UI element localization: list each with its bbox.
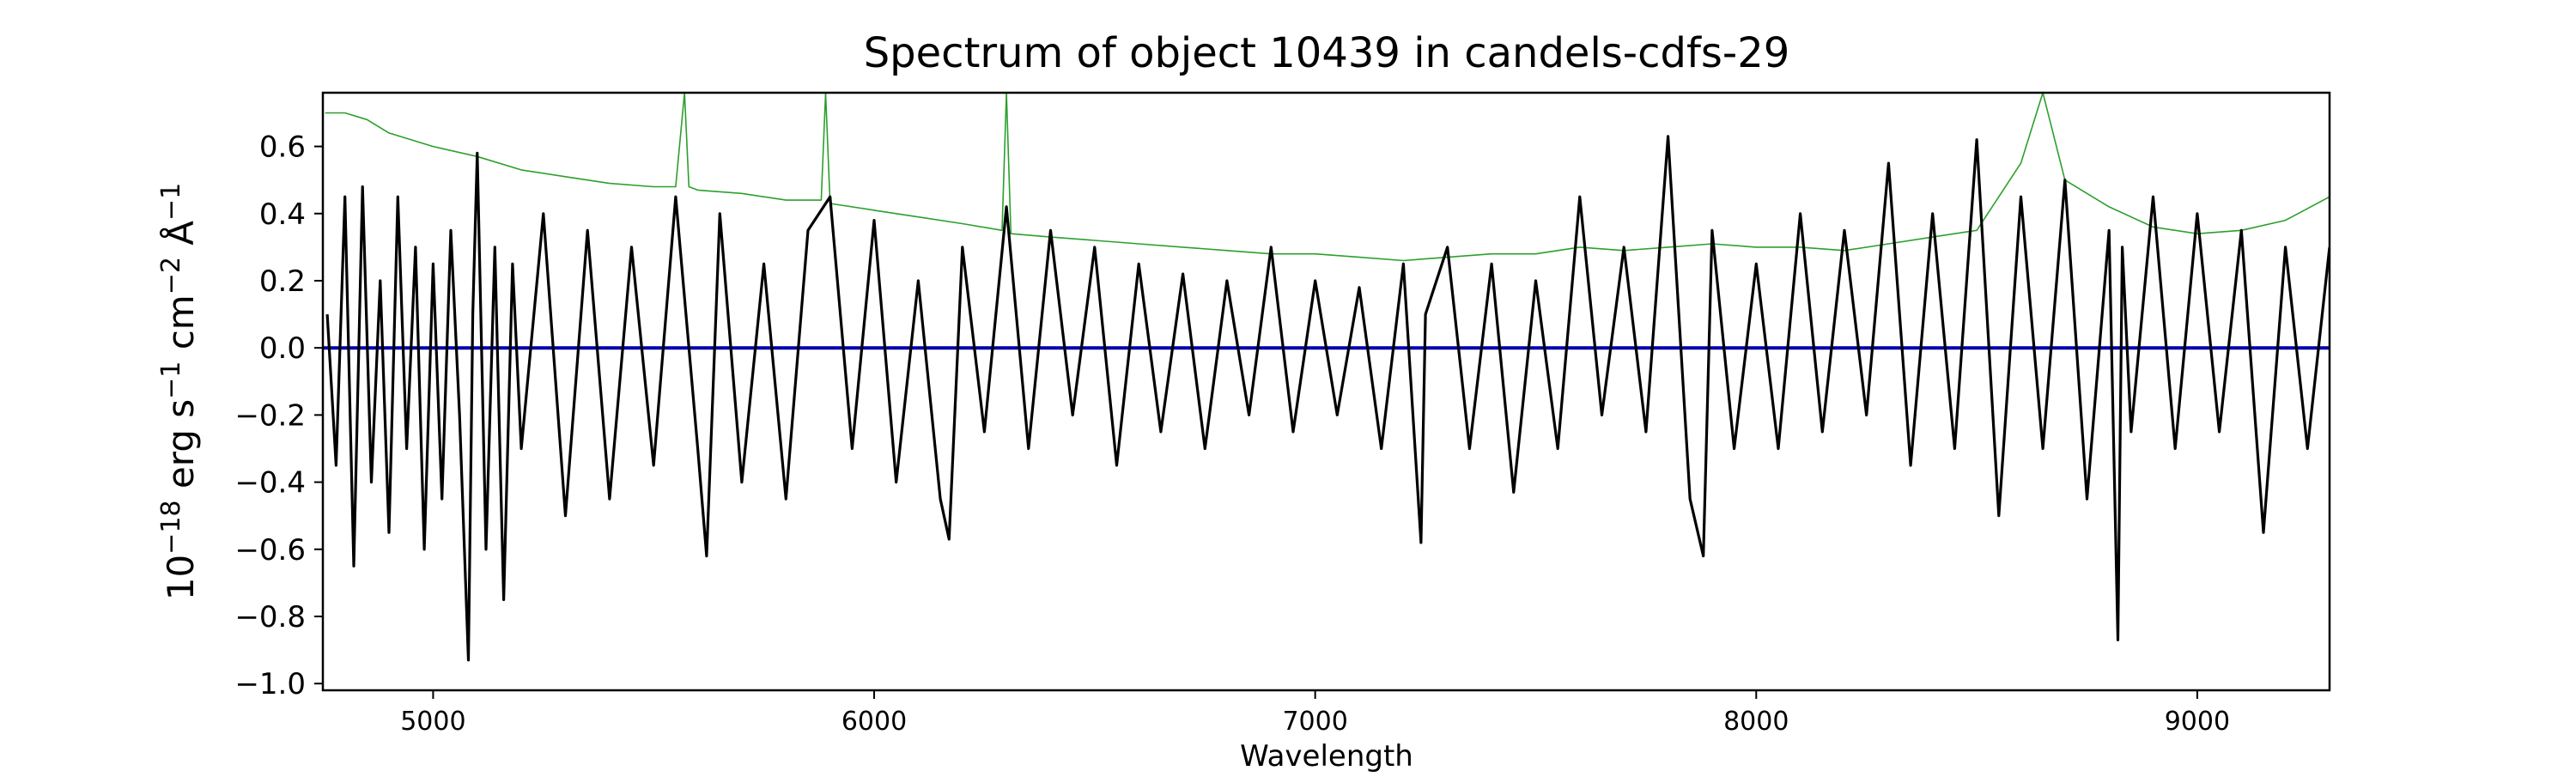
y-label-base: 10: [160, 555, 202, 600]
y-tick-label: 0.6: [259, 131, 306, 165]
y-axis-label: 10−18 erg s−1 cm−2 Å−1: [156, 183, 202, 601]
plot-area: [323, 93, 2330, 662]
y-tick-label: −0.2: [234, 398, 306, 433]
x-tick-label: 6000: [841, 707, 907, 737]
y-tick-label: −1.0: [234, 667, 306, 701]
y-label-exp2: −1: [156, 361, 186, 399]
y-label-exp1: −18: [156, 501, 186, 555]
x-tick-label: 9000: [2165, 707, 2230, 737]
y-tick-label: 0.0: [259, 331, 306, 366]
plot-frame: [321, 91, 2331, 692]
y-tick-label: 0.4: [259, 197, 306, 232]
y-label-exp4: −1: [156, 183, 186, 221]
x-tick-label: 5000: [400, 707, 465, 737]
y-label-erg: erg s: [160, 399, 202, 501]
y-tick-label: −0.4: [234, 466, 306, 501]
chart-title: Spectrum of object 10439 in candels-cdfs…: [864, 29, 1790, 77]
series-line-flux: [325, 135, 2330, 662]
x-tick-label: 7000: [1282, 707, 1347, 737]
y-tick-label: −0.8: [234, 600, 306, 634]
x-axis-label: Wavelength: [1240, 739, 1413, 773]
x-tick-label: 8000: [1723, 707, 1789, 737]
y-tick-label: 0.2: [259, 264, 306, 299]
y-label-exp3: −2: [156, 257, 186, 294]
y-label-cm: cm: [160, 294, 202, 361]
series-line-error: [325, 93, 2330, 262]
y-tick-label: −0.6: [234, 533, 306, 568]
axis-ticks: 5000 6000 7000 8000 9000 0.6 0.4 0.2 0.0 −0.2 −0.4…: [234, 131, 2230, 737]
y-label-ang: Å: [159, 221, 202, 257]
